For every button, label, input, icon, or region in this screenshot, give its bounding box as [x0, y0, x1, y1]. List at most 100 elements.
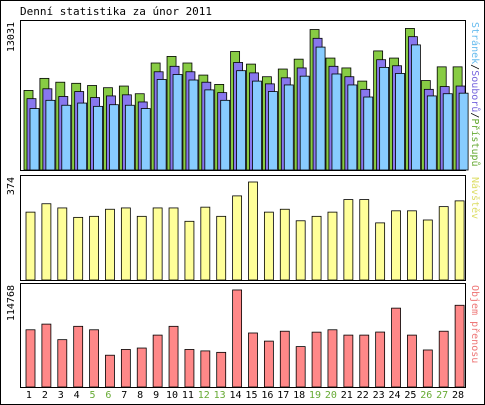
x-tick-label-day-8: 8 — [137, 390, 143, 401]
series-label-part: Objem přenosu — [469, 285, 481, 363]
bar-visits-visits-day-16 — [263, 211, 274, 281]
bar-kbytes-kbytes-day-17 — [279, 330, 290, 388]
bar-kbytes-kbytes-day-28 — [454, 304, 465, 388]
bar-visits-visits-day-10 — [168, 207, 179, 281]
x-tick-label-day-3: 3 — [58, 390, 64, 401]
bar-kbytes-kbytes-day-11 — [184, 349, 195, 388]
bar-visits-visits-day-26 — [422, 219, 433, 281]
bar-traffic-pages-day-16 — [267, 91, 278, 171]
y-max-label-traffic: 13031 — [6, 22, 17, 52]
x-tick-label-day-16: 16 — [261, 390, 273, 401]
bar-traffic-pages-day-28 — [458, 92, 469, 171]
bar-kbytes-kbytes-day-15 — [248, 332, 258, 388]
bar-visits-visits-day-6 — [105, 208, 115, 281]
bar-visits-visits-day-3 — [57, 207, 68, 281]
bar-visits-visits-day-11 — [184, 220, 195, 281]
bar-traffic-pages-day-22 — [363, 96, 374, 171]
bar-kbytes-kbytes-day-12 — [200, 350, 211, 388]
bar-kbytes-kbytes-day-1 — [25, 329, 36, 388]
x-tick-label-day-13: 13 — [214, 390, 226, 401]
panel-traffic: 13031 Stránek/Souborů/Přístupů — [6, 20, 481, 171]
bar-traffic-pages-day-5 — [93, 105, 103, 171]
bar-traffic-pages-day-12 — [204, 89, 215, 171]
series-label-kbytes: Objem přenosu — [469, 285, 481, 363]
bar-visits-visits-day-24 — [391, 210, 401, 281]
y-max-label-kbytes: 114768 — [6, 285, 17, 321]
x-tick-label-day-27: 27 — [436, 390, 448, 401]
x-tick-label-day-22: 22 — [357, 390, 369, 401]
series-label-part: Souborů — [469, 70, 481, 112]
bar-traffic-pages-day-17 — [283, 84, 294, 171]
bar-kbytes-kbytes-day-4 — [73, 325, 84, 388]
bar-visits-visits-day-1 — [25, 211, 36, 281]
bar-visits-visits-day-8 — [136, 215, 147, 281]
x-tick-label-day-19: 19 — [309, 390, 321, 401]
bar-traffic-pages-day-23 — [379, 66, 390, 171]
bar-traffic-pages-day-9 — [156, 79, 167, 171]
x-tick-label-day-23: 23 — [373, 390, 385, 401]
bar-visits-visits-day-28 — [454, 200, 465, 281]
x-tick-label-day-12: 12 — [198, 390, 210, 401]
bar-visits-visits-day-5 — [89, 215, 99, 281]
bar-kbytes-kbytes-day-5 — [89, 329, 99, 388]
bar-kbytes-kbytes-day-21 — [343, 334, 354, 388]
bar-kbytes-kbytes-day-27 — [438, 330, 449, 388]
x-tick-label-day-18: 18 — [293, 390, 305, 401]
series-label-traffic: Stránek/Souborů/Přístupů — [469, 22, 481, 167]
x-tick-label-day-15: 15 — [245, 390, 257, 401]
bar-kbytes-kbytes-day-9 — [152, 334, 163, 388]
bar-traffic-pages-day-7 — [124, 104, 135, 171]
bar-visits-visits-day-14 — [232, 195, 243, 281]
series-label-part: Přístupů — [469, 118, 481, 166]
bar-visits-visits-day-25 — [407, 210, 417, 281]
x-tick-label-day-21: 21 — [341, 390, 353, 401]
bar-kbytes-kbytes-day-23 — [375, 331, 386, 388]
x-tick-label-day-10: 10 — [166, 390, 178, 401]
bar-traffic-pages-day-3 — [61, 104, 72, 171]
bar-visits-visits-day-9 — [152, 207, 163, 281]
bar-visits-visits-day-19 — [311, 215, 322, 281]
x-tick-label-day-9: 9 — [153, 390, 159, 401]
x-axis-day-labels: 1 2 3 4 5 6 7 8 9 10 11 12 13 14 15 16 17 18 19 20 21 22 23 24 2… — [26, 390, 464, 401]
bar-traffic-pages-day-10 — [172, 74, 183, 171]
bar-kbytes-kbytes-day-19 — [311, 331, 322, 388]
x-tick-label-day-11: 11 — [182, 390, 194, 401]
bar-kbytes-kbytes-day-6 — [105, 354, 115, 388]
x-tick-label-day-26: 26 — [420, 390, 432, 401]
chart-title: Denní statistika za únor 2011 — [20, 5, 212, 18]
y-max-label-visits: 374 — [6, 177, 17, 195]
bar-visits-visits-day-7 — [120, 207, 131, 281]
bar-traffic-pages-day-15 — [252, 80, 262, 171]
x-tick-label-day-14: 14 — [230, 390, 242, 401]
bar-kbytes-kbytes-day-22 — [359, 334, 370, 388]
x-tick-label-day-20: 20 — [325, 390, 337, 401]
bar-traffic-pages-day-20 — [331, 73, 342, 171]
bar-kbytes-kbytes-day-24 — [391, 307, 401, 388]
x-tick-label-day-17: 17 — [277, 390, 289, 401]
bar-visits-visits-day-27 — [438, 206, 449, 281]
bar-kbytes-kbytes-day-18 — [295, 346, 306, 388]
bar-traffic-pages-day-1 — [29, 108, 40, 171]
x-tick-label-day-24: 24 — [388, 390, 400, 401]
bar-visits-visits-day-4 — [73, 216, 84, 281]
bar-kbytes-kbytes-day-26 — [422, 349, 433, 388]
bar-visits-visits-day-18 — [295, 220, 306, 281]
bar-visits-visits-day-2 — [41, 203, 52, 281]
bar-visits-visits-day-13 — [216, 215, 227, 281]
bar-traffic-pages-day-18 — [299, 75, 310, 171]
bar-kbytes-kbytes-day-25 — [407, 334, 417, 388]
bar-kbytes-kbytes-day-20 — [327, 329, 338, 388]
bar-traffic-pages-day-14 — [236, 70, 247, 171]
bar-traffic-pages-day-21 — [347, 84, 358, 171]
bar-traffic-pages-day-8 — [140, 108, 151, 171]
bar-visits-visits-day-12 — [200, 206, 211, 281]
bar-traffic-pages-day-19 — [315, 46, 326, 171]
bar-kbytes-kbytes-day-3 — [57, 339, 68, 388]
series-label-part: / — [469, 112, 480, 118]
bar-traffic-pages-day-2 — [45, 99, 56, 171]
bar-traffic-pages-day-6 — [109, 104, 119, 171]
bar-traffic-pages-day-26 — [426, 95, 437, 171]
series-label-part: / — [469, 64, 480, 70]
